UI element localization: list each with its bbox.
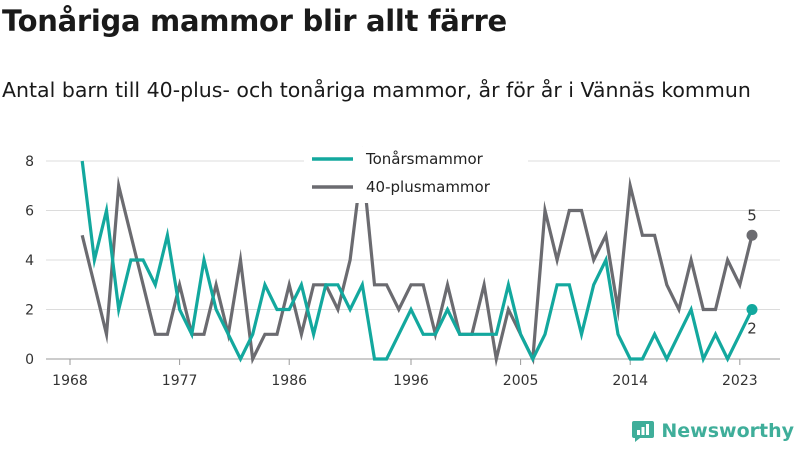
legend-background [304, 147, 528, 203]
x-tick-label: 1986 [271, 373, 307, 389]
grid-lines [46, 160, 780, 360]
legend: Tonårsmammor 40-plusmammor [304, 147, 528, 203]
legend-label-40-plusmammor: 40-plusmammor [366, 178, 491, 196]
newsworthy-logo-icon [632, 421, 655, 442]
chart-title: Tonåriga mammor blir allt färre [2, 4, 507, 38]
x-tick-label: 2023 [722, 373, 758, 389]
x-tick-label: 2014 [612, 373, 648, 389]
legend-label-tonarsmammor: Tonårsmammor [365, 150, 484, 168]
x-axis: 1968 1977 1986 1996 2005 2014 2023 [52, 359, 758, 389]
newsworthy-brand[interactable]: Newsworthy [631, 419, 794, 443]
x-tick-label: 2005 [503, 373, 539, 389]
end-label-tonarsmammor: 2 [747, 320, 757, 338]
end-label-40-plusmammor: 5 [747, 206, 757, 224]
y-tick-label: 8 [25, 154, 34, 170]
y-tick-label: 0 [25, 352, 34, 368]
series-lines [80, 146, 754, 367]
end-point-40-plusmammor [746, 229, 758, 241]
x-tick-label: 1996 [393, 373, 429, 389]
y-axis: 0 2 4 6 8 [25, 154, 34, 368]
end-markers: 25 [746, 206, 758, 338]
end-point-tonarsmammor [746, 304, 758, 315]
chart-subtitle: Antal barn till 40-plus- och tonåriga ma… [2, 78, 751, 102]
x-tick-label: 1968 [52, 373, 88, 389]
y-tick-label: 6 [25, 204, 34, 220]
x-tick-label: 1977 [162, 373, 198, 389]
y-tick-label: 2 [25, 303, 34, 319]
series-line-40-plusmammor [80, 146, 754, 367]
y-tick-label: 4 [25, 253, 34, 269]
series-line-tonarsmammor [80, 160, 754, 364]
brand-name: Newsworthy [661, 420, 794, 442]
